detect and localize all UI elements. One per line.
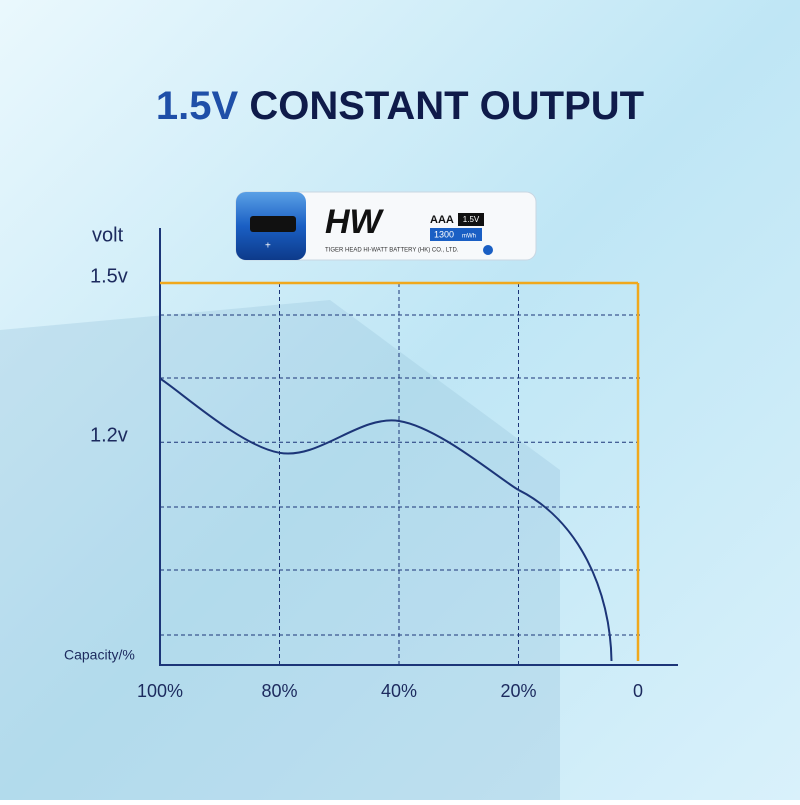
y-tick-label: 1.2v <box>90 424 128 446</box>
x-tick-label: 80% <box>261 681 297 701</box>
battery-voltage: 1.5V <box>463 215 480 224</box>
series-drop <box>518 489 613 662</box>
y-axis-label: volt <box>92 224 124 246</box>
title-rest: CONSTANT OUTPUT <box>249 84 644 128</box>
series-line <box>159 377 520 491</box>
title-highlight: 1.5V <box>156 84 239 128</box>
x-tick-label: 0 <box>633 681 643 701</box>
x-axis-label: Capacity/% <box>64 647 135 663</box>
x-tick-label: 20% <box>500 681 536 701</box>
battery-maker: TIGER HEAD HI-WATT BATTERY (HK) CO., LTD… <box>325 248 459 254</box>
chart-title: 1.5V CONSTANT OUTPUT <box>156 84 644 128</box>
battery-unit: mWh <box>462 234 476 240</box>
battery: + HW AAA 1.5V 1300 mWh TIGER HEAD HI-WAT… <box>235 191 537 261</box>
battery-brand: HW <box>325 203 385 241</box>
x-tick-label: 100% <box>137 681 183 701</box>
svg-text:+: + <box>265 241 271 252</box>
battery-capacity: 1300 <box>434 229 454 239</box>
decor-grid <box>160 314 640 636</box>
x-tick-label: 40% <box>381 681 417 701</box>
battery-size: AAA <box>430 214 454 226</box>
y-tick-label: 1.5v <box>90 265 128 287</box>
